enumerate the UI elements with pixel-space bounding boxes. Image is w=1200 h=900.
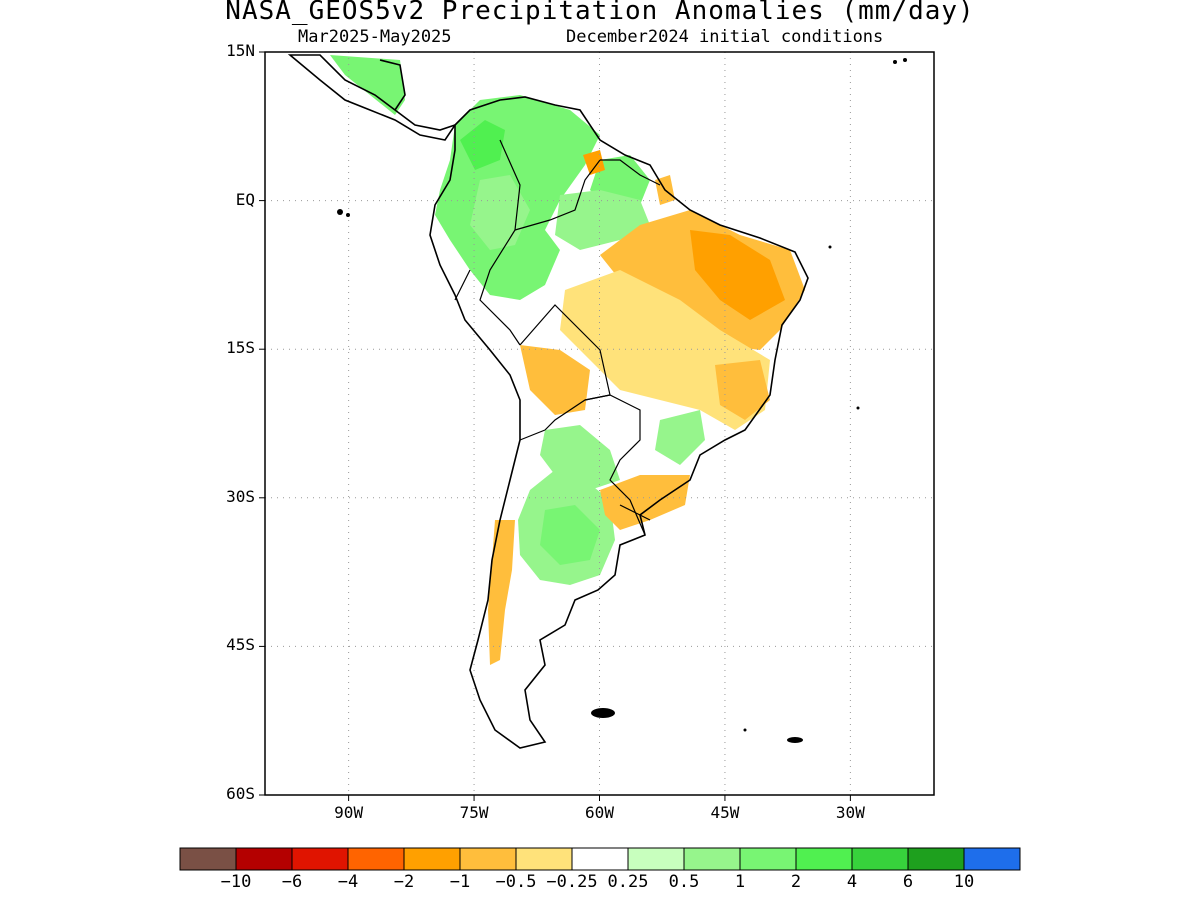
anomaly-s-brazil-dry xyxy=(600,475,690,530)
anomaly-se-brazil-dry xyxy=(715,360,770,420)
subtitle-period: Mar2025-May2025 xyxy=(298,27,452,47)
lat-tick-label: 15S xyxy=(226,338,255,358)
central-america-coast xyxy=(287,54,457,141)
subtitle-init: December2024 initial conditions xyxy=(566,27,884,47)
lat-tick-label: 45S xyxy=(226,635,255,655)
colorbar-label: −1 xyxy=(449,872,471,892)
anomaly-north-wet-light xyxy=(470,175,530,250)
coastline xyxy=(287,54,809,749)
colorbar-swatch xyxy=(347,847,405,871)
colorbar-label: 6 xyxy=(902,872,914,892)
colorbar-swatch xyxy=(683,847,741,871)
lon-tick-label: 75W xyxy=(459,803,489,822)
lon-tick-label: 30W xyxy=(835,803,865,822)
colorbar-label: −4 xyxy=(337,872,359,892)
colorbar-swatch xyxy=(627,847,685,871)
anomaly-chile-dry xyxy=(488,520,515,665)
anomaly-venezuela-dry xyxy=(583,150,605,175)
lon-tick-label: 90W xyxy=(334,803,364,822)
colorbar-label: 4 xyxy=(846,872,858,892)
south-america-coast xyxy=(429,96,809,749)
lat-tick-label: 15N xyxy=(226,41,255,60)
lat-tick-label: EQ xyxy=(235,189,255,209)
lat-tick-label: 60S xyxy=(226,784,255,803)
anomaly-chaco-wet xyxy=(540,425,620,490)
colorbar-label: −0.5 xyxy=(495,872,537,892)
anomaly-ne-brazil-dry-core xyxy=(690,230,785,320)
colorbar-swatch xyxy=(739,847,797,871)
anomaly-paraguay-wet xyxy=(655,410,705,465)
lon-tick-label: 45W xyxy=(710,803,740,822)
colorbar-swatch xyxy=(515,847,573,871)
colorbar-swatch xyxy=(907,847,965,871)
south-georgia xyxy=(787,737,803,743)
colorbar-label: −2 xyxy=(393,872,415,892)
yucatan-coast xyxy=(379,59,406,111)
map-title: NASA_GEOS5v2 Precipitation Anomalies (mm… xyxy=(225,0,975,26)
lat-tick-label: 30S xyxy=(226,486,255,506)
colorbar-swatch xyxy=(179,847,237,871)
anomaly-shading xyxy=(330,55,805,665)
anomaly-bolivia-dry xyxy=(520,345,590,415)
colorbar-label: −0.25 xyxy=(546,872,598,892)
colorbar-swatch xyxy=(403,847,461,871)
anomaly-central-brazil-dry xyxy=(560,270,770,430)
colorbar xyxy=(179,847,1021,871)
colorbar-swatch xyxy=(795,847,853,871)
colorbar-label: −6 xyxy=(281,872,303,892)
lon-tick-label: 60W xyxy=(585,803,614,822)
anomaly-argentina-wet-core xyxy=(540,505,600,565)
colorbar-swatch xyxy=(851,847,909,871)
colorbar-label: 1 xyxy=(734,872,746,892)
anomaly-amazon-wet xyxy=(555,190,650,250)
islands xyxy=(337,58,907,743)
colorbar-label: 0.5 xyxy=(668,872,700,892)
country-borders xyxy=(454,139,661,536)
colorbar-swatch xyxy=(459,847,517,871)
colorbar-label: 2 xyxy=(790,872,802,892)
colorbar-swatch xyxy=(235,847,293,871)
falkland-islands xyxy=(591,708,615,718)
colorbar-label: −10 xyxy=(220,872,252,892)
colorbar-swatch xyxy=(291,847,349,871)
colorbar-swatch xyxy=(571,847,629,871)
colorbar-label: 0.25 xyxy=(607,872,649,892)
colorbar-swatch xyxy=(963,847,1021,871)
colorbar-label: 10 xyxy=(953,872,975,892)
anomaly-north-wet-dark xyxy=(460,120,505,170)
